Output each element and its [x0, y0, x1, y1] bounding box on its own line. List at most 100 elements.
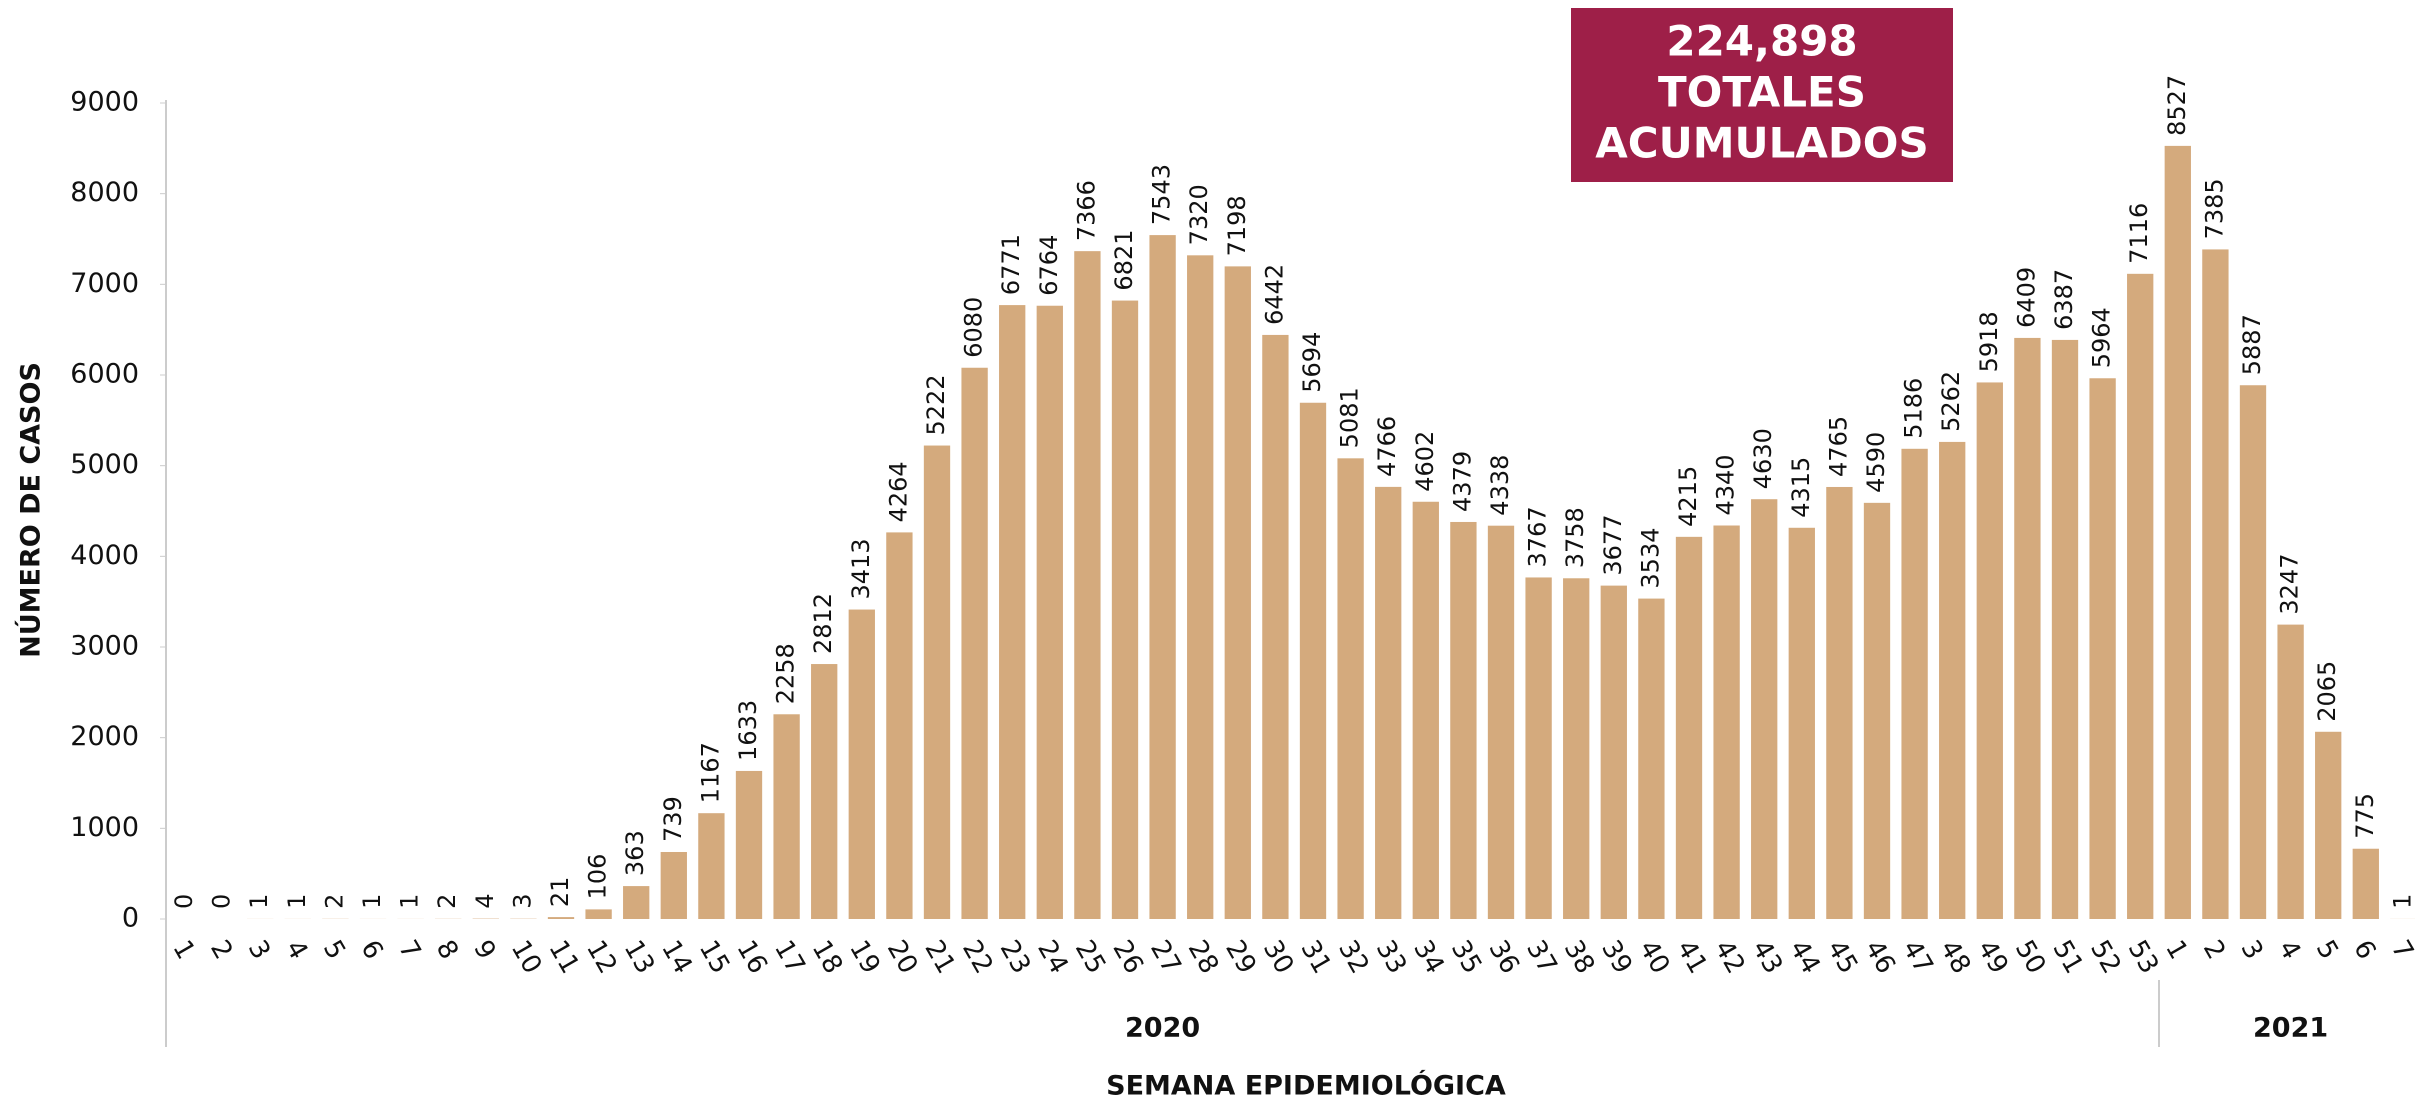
bar: [1450, 521, 1477, 919]
bar: [1638, 598, 1665, 919]
bar: [2315, 731, 2342, 919]
x-tick-label: 52: [2084, 935, 2127, 979]
x-tick-label: 32: [1332, 935, 1375, 979]
y-tick-label: 4000: [70, 540, 139, 571]
group-label: 2021: [2253, 1013, 2328, 1044]
bar: [1036, 305, 1063, 919]
x-tick-label: 51: [2046, 935, 2089, 979]
value-label: 5081: [1336, 387, 1364, 448]
bar: [2202, 249, 2229, 920]
bar: [1299, 402, 1327, 919]
value-label: 1: [245, 894, 273, 909]
x-tick-label: 10: [505, 935, 548, 979]
x-tick-label: 17: [768, 935, 811, 979]
bar: [1863, 502, 1891, 919]
value-label: 7198: [1223, 195, 1251, 256]
x-tick-label: 12: [580, 935, 623, 979]
value-label: 3534: [1636, 528, 1664, 589]
value-label: 7385: [2200, 178, 2228, 239]
bar: [1262, 334, 1289, 920]
x-tick-label: 11: [542, 935, 585, 979]
x-tick-label: 48: [1934, 935, 1977, 979]
x-tick-label: 3: [2234, 935, 2268, 964]
x-tick-label: 33: [1370, 935, 1413, 979]
x-tick-label: 29: [1219, 935, 1262, 979]
bar: [2277, 624, 2304, 919]
x-tick-label: 14: [655, 935, 698, 979]
x-tick-label: 2: [204, 935, 238, 964]
bar: [1826, 486, 1853, 919]
x-tick-label: 24: [1031, 935, 1074, 979]
bar: [1074, 251, 1101, 919]
x-tick-label: 7: [392, 935, 426, 964]
value-label: 3413: [847, 538, 875, 599]
value-label: 1167: [696, 742, 724, 803]
value-label: 3: [508, 893, 536, 908]
x-tick-label: 40: [1633, 935, 1676, 979]
bar: [1901, 448, 1928, 919]
value-label: 5887: [2238, 314, 2266, 375]
y-tick-label: 9000: [70, 87, 139, 118]
x-tick-label: 4: [279, 935, 313, 964]
x-tick-label: 28: [1182, 935, 1225, 979]
value-label: 4590: [1862, 432, 1890, 493]
x-tick-label: 41: [1670, 935, 1713, 979]
value-label: 5918: [1975, 311, 2003, 372]
value-label: 7320: [1185, 184, 1213, 245]
bar: [1525, 577, 1552, 919]
bar: [1375, 486, 1402, 919]
x-tick-label: 2: [2197, 935, 2231, 964]
x-tick-label: 15: [693, 935, 736, 979]
x-tick-label: 1: [166, 935, 200, 964]
y-tick-label: 5000: [70, 449, 139, 480]
annotation-box: [1571, 8, 1953, 182]
x-tick-label: 42: [1708, 935, 1751, 979]
x-tick-label: 35: [1445, 935, 1488, 979]
x-tick-label: 26: [1106, 935, 1149, 979]
value-label: 1: [358, 894, 386, 909]
x-tick-label: 23: [994, 935, 1037, 979]
bar: [1713, 525, 1740, 919]
bar: [623, 886, 650, 919]
x-tick-label: 45: [1821, 935, 1864, 979]
value-label: 106: [584, 854, 612, 900]
bar: [1600, 585, 1627, 919]
value-label: 4: [471, 893, 499, 908]
x-tick-label: 44: [1783, 935, 1826, 979]
value-label: 3677: [1599, 515, 1627, 576]
value-label: 4315: [1787, 457, 1815, 518]
bar: [1563, 578, 1590, 919]
value-label: 6080: [960, 297, 988, 358]
value-label: 5964: [2088, 307, 2116, 368]
annotation-line: TOTALES: [1658, 68, 1866, 117]
bar: [2051, 339, 2079, 919]
value-label: 363: [621, 830, 649, 876]
bar: [1224, 266, 1251, 919]
bar: [2164, 145, 2191, 920]
bar: [2089, 378, 2116, 919]
bar: [1337, 458, 1364, 919]
bar: [848, 609, 875, 919]
bar: [773, 714, 800, 919]
bar: [547, 917, 575, 919]
value-label: 3767: [1524, 506, 1552, 567]
value-label: 1: [283, 894, 311, 909]
x-tick-label: 47: [1896, 935, 1939, 979]
bar: [2014, 337, 2041, 919]
y-tick-label: 1000: [70, 812, 139, 843]
value-label: 4340: [1712, 454, 1740, 515]
y-axis-title: NÚMERO DE CASOS: [15, 362, 47, 658]
x-tick-label: 3: [242, 935, 276, 964]
value-label: 6771: [997, 234, 1025, 295]
value-label: 3758: [1561, 507, 1589, 568]
bar: [1149, 235, 1176, 920]
value-label: 1: [396, 894, 424, 909]
x-tick-label: 37: [1520, 935, 1563, 979]
y-tick-label: 7000: [70, 268, 139, 299]
x-tick-label: 31: [1294, 935, 1337, 979]
x-tick-label: 53: [2122, 935, 2165, 979]
x-tick-label: 16: [730, 935, 773, 979]
value-label: 739: [659, 796, 687, 842]
bar: [1675, 536, 1703, 919]
value-label: 4766: [1373, 416, 1401, 477]
